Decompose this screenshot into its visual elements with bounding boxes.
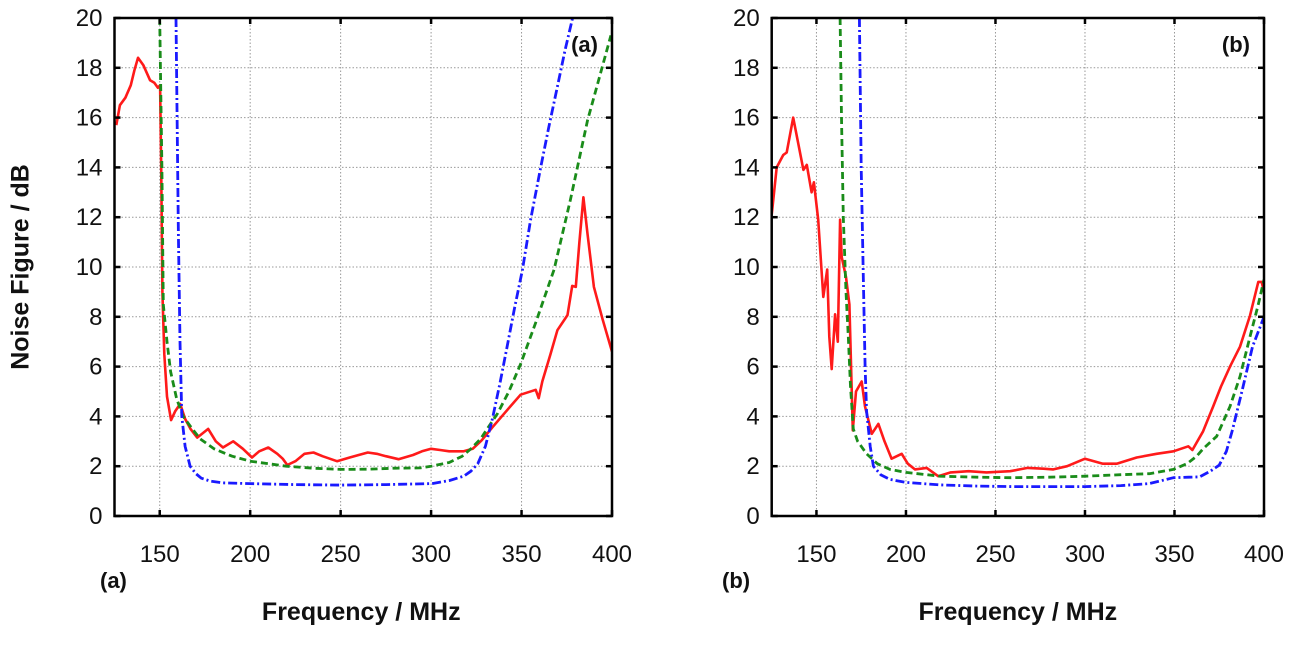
x-tick-label: 300 xyxy=(1065,541,1105,568)
y-tick-label: 2 xyxy=(746,453,759,480)
y-tick-label: 18 xyxy=(76,55,103,82)
y-tick-label: 14 xyxy=(76,154,103,181)
corner-panel-label: (a) xyxy=(100,568,127,593)
y-tick-label: 16 xyxy=(76,105,103,132)
panel-label: (a) xyxy=(571,32,598,57)
x-tick-label: 400 xyxy=(1244,541,1284,568)
y-tick-label: 20 xyxy=(76,5,103,32)
x-axis-label: Frequency / MHz xyxy=(919,598,1118,626)
y-tick-label: 16 xyxy=(733,105,760,132)
x-tick-label: 350 xyxy=(1154,541,1194,568)
x-tick-label: 300 xyxy=(411,541,451,568)
x-tick-label: 350 xyxy=(502,541,542,568)
series-line-dashed xyxy=(838,18,1264,480)
y-tick-label: 6 xyxy=(746,354,759,381)
y-tick-label: 12 xyxy=(76,204,103,231)
y-tick-label: 4 xyxy=(89,403,102,430)
y-tick-label: 0 xyxy=(746,503,759,530)
x-tick-label: 200 xyxy=(886,541,926,568)
y-axis-label: Noise Figure / dB xyxy=(7,164,35,370)
y-tick-label: 0 xyxy=(89,503,102,530)
y-tick-label: 4 xyxy=(746,403,759,430)
panel-b: 150 200 250 300 350 400 0 2 4 6 8 10 12 14 16 18 20 (b) (b… xyxy=(722,5,1284,626)
panel-label: (b) xyxy=(1222,32,1250,57)
y-tick-label: 10 xyxy=(733,254,760,281)
y-tick-label: 2 xyxy=(89,453,102,480)
y-tick-label: 6 xyxy=(89,354,102,381)
x-tick-label: 150 xyxy=(140,541,180,568)
x-tick-label: 400 xyxy=(592,541,632,568)
series-line-dashdot xyxy=(858,18,1264,488)
x-tick-label: 250 xyxy=(321,541,361,568)
y-tick-label: 8 xyxy=(746,304,759,331)
y-tick-label: 12 xyxy=(733,204,760,231)
series-line-solid xyxy=(115,56,612,467)
y-tick-label: 20 xyxy=(733,5,760,32)
x-tick-label: 150 xyxy=(796,541,836,568)
y-tick-label: 10 xyxy=(76,254,103,281)
series-line-solid xyxy=(771,116,1264,478)
series-line-dashed xyxy=(158,18,612,471)
panel-a: 150 200 250 300 350 400 0 2 4 6 8 10 12 14 16 18 20 (a) (a… xyxy=(76,5,632,626)
x-tick-label: 250 xyxy=(975,541,1015,568)
y-tick-label: 8 xyxy=(89,304,102,331)
x-tick-label: 200 xyxy=(230,541,270,568)
corner-panel-label: (b) xyxy=(722,568,750,593)
x-axis-label: Frequency / MHz xyxy=(262,598,461,626)
y-tick-label: 18 xyxy=(733,55,760,82)
y-tick-label: 14 xyxy=(733,154,760,181)
series-line-dashdot xyxy=(174,18,574,487)
